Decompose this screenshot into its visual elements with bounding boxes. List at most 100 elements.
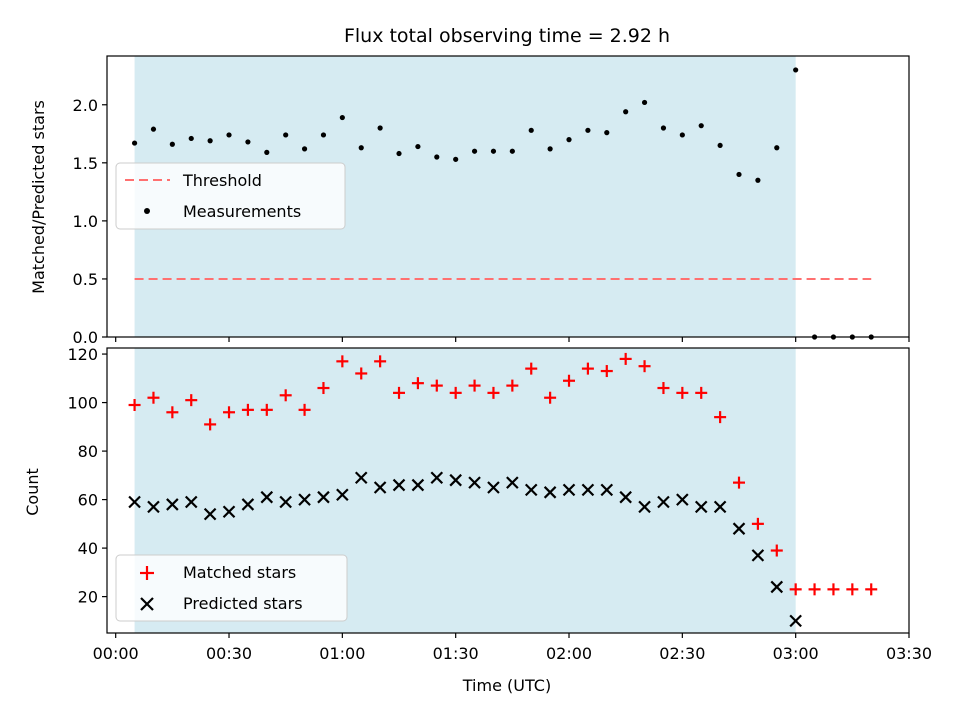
predicted-star-point — [354, 471, 368, 485]
matched-star-point — [581, 362, 594, 375]
measurement-point — [623, 109, 629, 115]
predicted-star-point — [184, 495, 198, 509]
legend-predicted-label: Predicted stars — [183, 594, 303, 613]
measurement-point — [585, 127, 591, 133]
predicted-star-point — [770, 580, 784, 594]
predicted-star-point — [147, 500, 160, 514]
measurement-point — [150, 126, 157, 132]
legend-threshold-label: Threshold — [182, 171, 262, 190]
predicted-star-point — [468, 476, 481, 489]
predicted-star-point — [449, 473, 462, 487]
matched-star-point — [449, 386, 462, 399]
predicted-star-point — [638, 500, 651, 514]
predicted-star-point — [373, 481, 387, 494]
predicted-star-point — [676, 493, 689, 506]
measurements-series — [131, 67, 874, 340]
top-y-axis: 0.0 0.5 1.0 1.5 2.0 — [73, 96, 107, 347]
measurement-point — [793, 67, 799, 73]
matched-star-point — [865, 583, 878, 596]
measurement-point — [717, 142, 723, 149]
measurement-point — [528, 127, 534, 133]
top-legend: Threshold Measurements — [115, 162, 346, 230]
legend-measurements-swatch — [144, 208, 150, 214]
predicted-star-point — [430, 471, 444, 485]
top-plot-frame — [106, 55, 910, 338]
measurement-point — [320, 132, 327, 138]
measurement-point — [774, 145, 780, 151]
legend-measurements-label: Measurements — [183, 202, 301, 221]
predicted-star-point — [581, 483, 595, 497]
predicted-star-point — [203, 507, 217, 521]
measurement-point — [453, 156, 459, 162]
legend-matched-label: Matched stars — [183, 563, 296, 582]
predicted-star-point — [713, 500, 727, 514]
measurement-point — [226, 132, 232, 138]
top-panel: 0.00.51.01.52.0 Matched/Predicted stars … — [29, 55, 910, 347]
predicted-star-point — [657, 495, 670, 509]
bottom-y-tick-label: 100 — [67, 394, 98, 413]
measurement-point — [339, 114, 345, 121]
predicted-star-point — [694, 500, 708, 514]
matched-star-point — [223, 406, 236, 419]
matched-star-point — [317, 382, 330, 395]
top-legend-box — [115, 162, 346, 230]
matched-star-point — [374, 355, 387, 368]
measurement-point — [471, 148, 478, 154]
predicted-star-point — [411, 478, 425, 492]
top-y-tick-label: 2.0 — [73, 96, 98, 115]
predicted-star-point — [487, 481, 500, 494]
matched-star-point — [808, 583, 821, 596]
measurement-point — [698, 123, 704, 129]
predicted-star-point — [336, 488, 349, 502]
predicted-star-point — [789, 614, 802, 628]
bottom-x-axis: 00:00 00:30 01:00 01:30 02:00 02:30 03:00 03:30 — [93, 633, 932, 663]
matched-star-point — [298, 403, 311, 416]
x-tick-label: 02:00 — [546, 644, 592, 663]
matched-star-point — [166, 406, 179, 419]
predicted-stars-series — [128, 471, 802, 628]
top-y-tick-label: 1.0 — [73, 212, 98, 231]
x-tick-label: 00:30 — [206, 644, 252, 663]
measurement-point — [490, 148, 497, 154]
matched-star-point — [468, 379, 481, 392]
matched-star-point — [638, 360, 651, 373]
bottom-y-tick-label: 120 — [67, 345, 98, 364]
bottom-legend: Matched stars Predicted stars — [115, 554, 348, 622]
bottom-panel: 20 40 60 80 100 120 00:00 00:30 01:00 01:30 02:00… — [23, 345, 932, 695]
predicted-star-point — [732, 522, 746, 535]
predicted-star-point — [241, 498, 255, 511]
measurement-point — [660, 125, 667, 131]
matched-star-point — [846, 583, 859, 596]
bottom-y-tick-label: 20 — [78, 588, 98, 607]
x-tick-label: 01:30 — [433, 644, 479, 663]
bottom-legend-box — [115, 554, 348, 622]
predicted-star-point — [506, 476, 519, 489]
measurement-point — [188, 135, 194, 142]
matched-star-point — [336, 355, 349, 368]
legend-predicted-swatch — [140, 597, 154, 611]
top-y-tick-label: 0.0 — [73, 328, 98, 347]
predicted-star-point — [600, 483, 614, 497]
matched-star-point — [393, 386, 406, 399]
measurement-point — [377, 125, 383, 131]
measurement-point — [245, 139, 251, 145]
measurement-point — [283, 132, 289, 138]
predicted-star-point — [128, 495, 141, 509]
bottom-y-tick-label: 40 — [78, 539, 98, 558]
matched-star-point — [204, 418, 217, 431]
matched-star-point — [714, 411, 727, 424]
predicted-star-point — [524, 483, 538, 497]
matched-star-point — [619, 352, 632, 365]
bottom-y-axis-label: Count — [23, 468, 42, 516]
measurement-point — [169, 141, 175, 147]
top-x-ticks — [115, 337, 910, 342]
matched-star-point — [185, 394, 198, 407]
bottom-y-axis: 20 40 60 80 100 120 — [67, 345, 107, 607]
matched-star-point — [279, 389, 292, 402]
matched-star-point — [563, 374, 576, 387]
x-tick-label: 01:00 — [319, 644, 365, 663]
top-y-tick-label: 0.5 — [73, 270, 98, 289]
x-tick-label: 03:30 — [886, 644, 932, 663]
bottom-plot-frame — [106, 347, 910, 634]
